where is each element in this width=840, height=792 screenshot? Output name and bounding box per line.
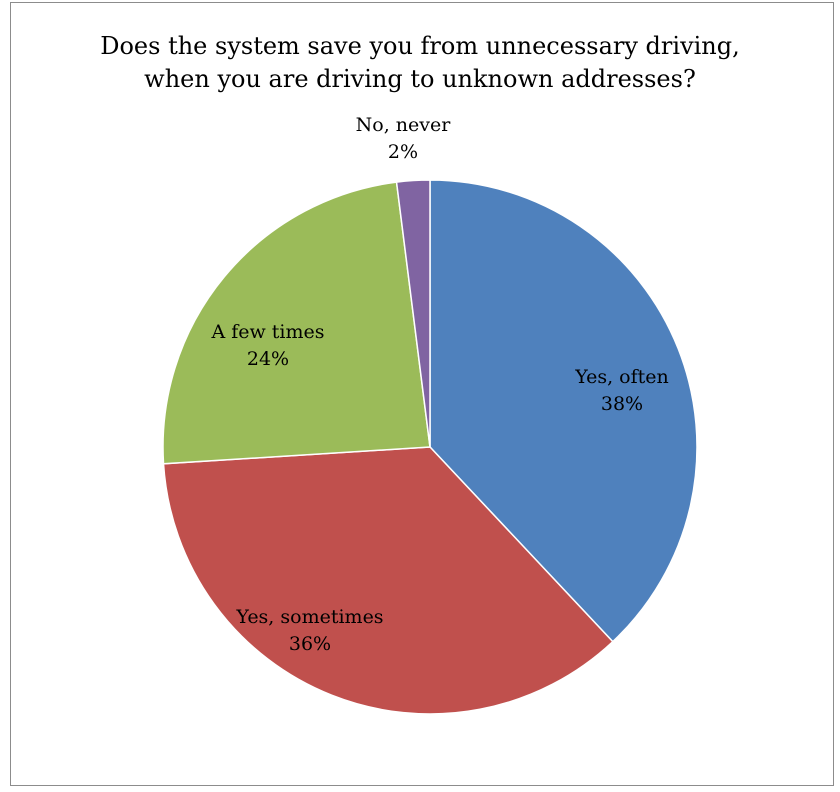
pie-slice-yes-sometimes xyxy=(162,446,614,715)
chart-title-line-1: Does the system save you from unnecessar… xyxy=(100,32,740,60)
slice-label-yes-sometimes: Yes, sometimes xyxy=(235,606,383,628)
chart-title-line-2: when you are driving to unknown addresse… xyxy=(144,65,696,93)
slice-value-label-no-never: 2% xyxy=(388,141,418,163)
slice-label-yes-often: Yes, often xyxy=(574,366,669,388)
pie-slice-yes-often xyxy=(429,179,698,643)
slice-value-label-yes-often: 38% xyxy=(601,393,643,415)
slice-label-no-never: No, never xyxy=(356,114,452,136)
pie-slice-no-never xyxy=(395,179,431,448)
chart-title: Does the system save you from unnecessar… xyxy=(0,30,840,96)
slice-value-label-yes-sometimes: 36% xyxy=(289,633,331,655)
slice-value-label-a-few-times: 24% xyxy=(247,348,289,370)
slice-label-a-few-times: A few times xyxy=(210,321,324,343)
pie-slice-a-few-times xyxy=(162,181,431,465)
